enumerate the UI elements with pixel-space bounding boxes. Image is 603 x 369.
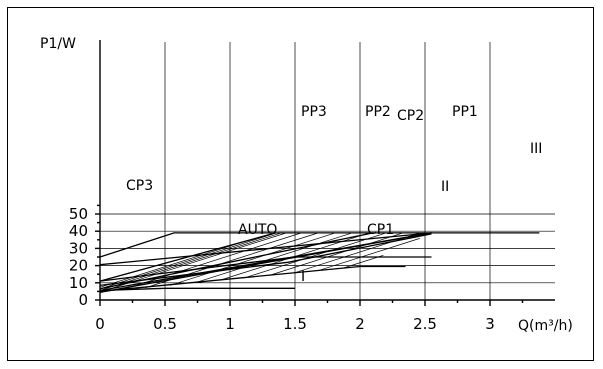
curves xyxy=(99,232,540,293)
label-pp3: PP3 xyxy=(301,104,327,120)
series-pp1-line xyxy=(99,232,432,293)
label-q-m-h-: Q(m³/h) xyxy=(518,318,573,334)
series-ii-line xyxy=(99,256,432,282)
hatch-line xyxy=(318,238,420,271)
y-tick-label: 50 xyxy=(69,205,88,223)
label-auto: AUTO xyxy=(238,222,277,238)
label-cp3: CP3 xyxy=(126,178,153,194)
series-cp3-line xyxy=(99,232,432,258)
hatch-line xyxy=(268,232,404,276)
y-tick-label: 20 xyxy=(69,257,88,275)
series-auto-line xyxy=(99,233,432,287)
ticks xyxy=(95,204,524,306)
hatch-line xyxy=(99,232,276,290)
x-tick-label: 0.5 xyxy=(153,315,177,333)
y-tick-label: 30 xyxy=(69,239,88,257)
x-tick-label: 0 xyxy=(95,315,105,333)
label-cp1: CP1 xyxy=(367,222,394,238)
grid xyxy=(100,42,555,300)
label-pp2: PP2 xyxy=(365,104,391,120)
y-tick-label: 10 xyxy=(69,274,88,292)
hatch-line xyxy=(194,232,352,284)
axes xyxy=(99,40,555,301)
label-ii: II xyxy=(441,179,449,195)
series-pp3-line xyxy=(99,232,276,282)
hatch-line xyxy=(170,232,335,286)
hatch-line xyxy=(120,232,301,291)
hatch-line xyxy=(99,241,242,288)
x-tick-label: 2.5 xyxy=(413,315,437,333)
chart-frame xyxy=(7,7,594,361)
label-cp2: CP2 xyxy=(397,108,424,124)
x-tick-label: 2 xyxy=(355,315,365,333)
label-i: I xyxy=(301,269,305,285)
hatch-line xyxy=(244,232,387,279)
hatch-line xyxy=(99,232,281,291)
label-iii: III xyxy=(530,141,542,157)
y-tick-label: 0 xyxy=(78,291,88,309)
y-tick-label: 40 xyxy=(69,222,88,240)
x-tick-label: 1 xyxy=(225,315,235,333)
x-tick-label: 1.5 xyxy=(283,315,307,333)
x-tick-label: 3 xyxy=(485,315,495,333)
label-p1-w: P1/W xyxy=(40,36,76,52)
series-cp1-line xyxy=(99,265,406,293)
label-pp1: PP1 xyxy=(452,104,478,120)
